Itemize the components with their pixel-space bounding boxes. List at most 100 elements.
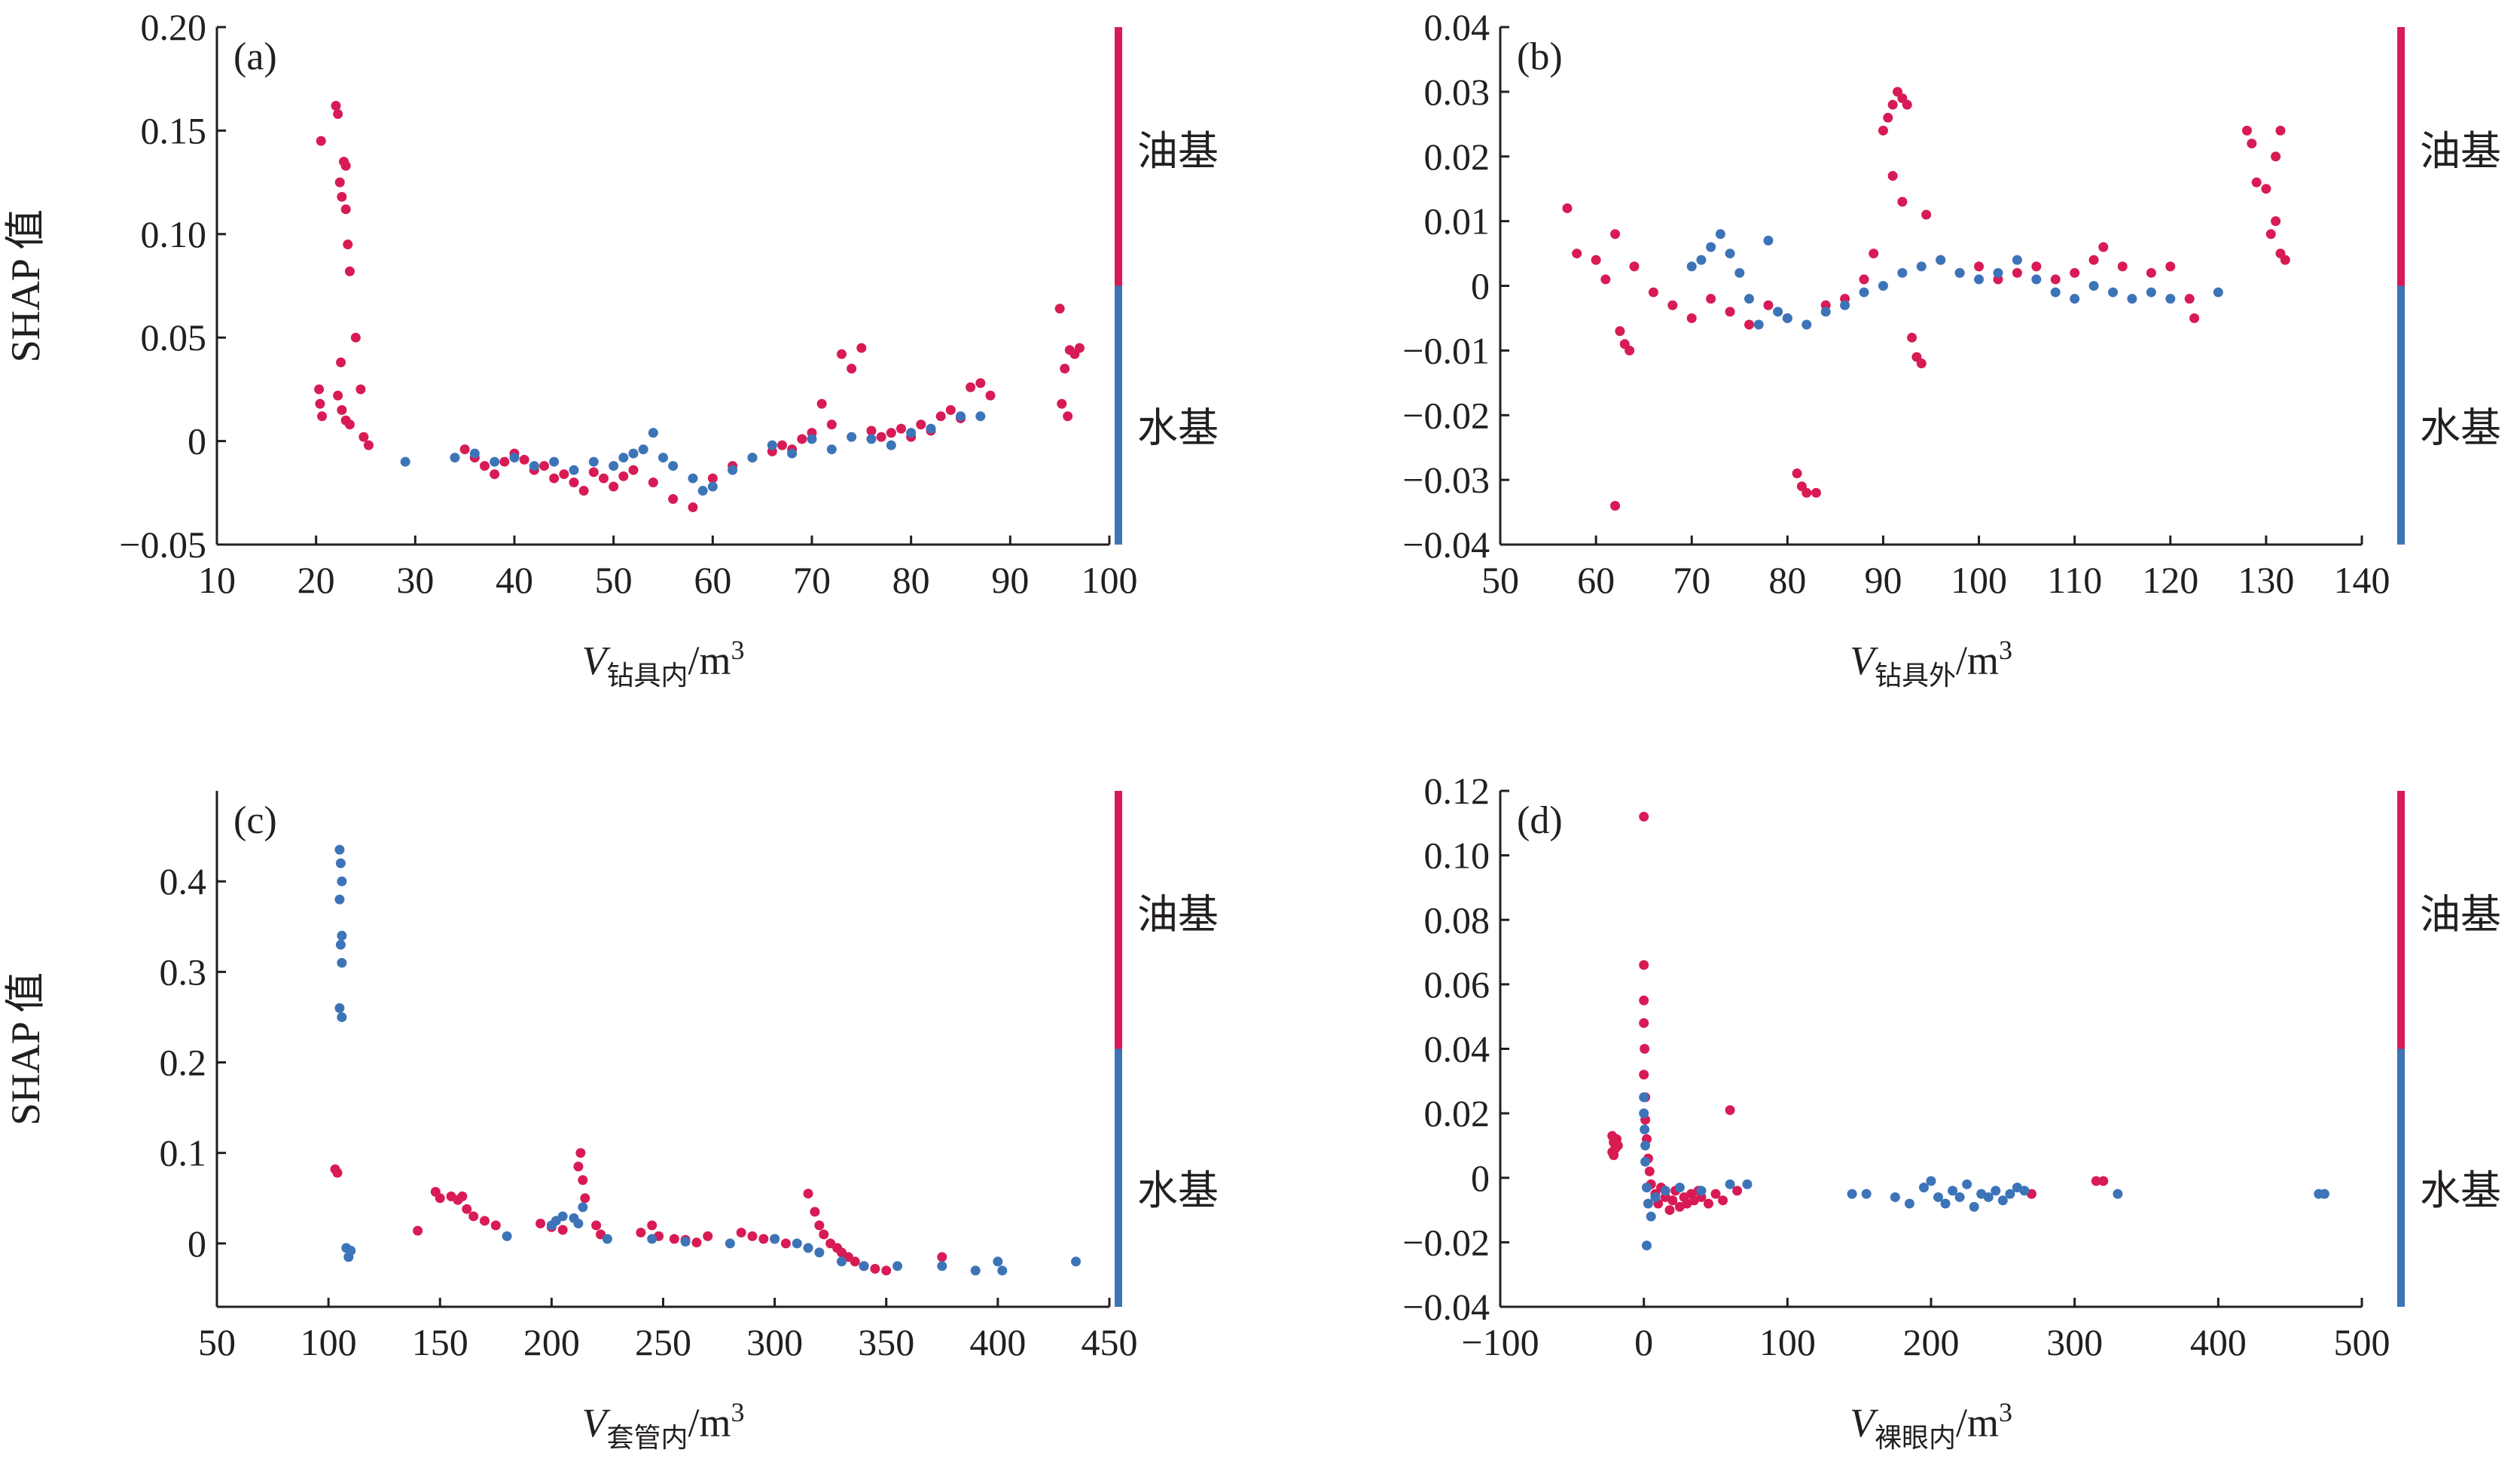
oil-point [1609,1150,1619,1161]
oil-point [736,1227,746,1238]
water-point [707,481,718,492]
water-point [1954,1192,1965,1202]
oil-point [707,473,718,484]
water-point [1993,267,2003,278]
oil-point [1887,171,1898,182]
water-point [628,448,639,459]
oil-point [569,478,579,488]
oil-point [580,1193,590,1204]
y-axis-label: SHAP 值 [3,209,48,363]
oil-point [648,478,658,488]
x-tick-label: 150 [412,1321,468,1363]
y-tick-label: −0.01 [1402,329,1490,371]
water-point [747,453,758,463]
oil-point [315,398,325,409]
water-point [2108,287,2119,298]
x-tick-label: 90 [1864,559,1902,601]
oil-point [1054,304,1065,314]
oil-point [837,349,847,359]
water-point [529,461,539,472]
oil-point [847,363,857,374]
oil-point [1615,326,1625,337]
water-point [1954,267,1965,278]
oil-point [1639,995,1649,1006]
y-tick-label: 0 [1471,1157,1490,1199]
water-point [1991,1186,2001,1196]
oil-point [850,1256,860,1267]
oil-point [1763,300,1774,310]
y-tick-label: 0.4 [160,860,207,902]
oil-point [2247,139,2257,149]
water-point [1962,1179,1972,1189]
water-point [2070,294,2080,304]
y-tick-label: 0.02 [1424,136,1490,178]
oil-point [1610,229,1621,240]
panel-a: 10 20 30 40 50 60 70 80 90 100 −0.05 0 0.05 0.10 0.15 0… [3,6,1219,691]
oil-point [1710,1189,1721,1199]
oil-point [490,1220,501,1231]
oil-point [519,454,529,465]
x-tick-label: −100 [1461,1321,1539,1363]
oil-point [1792,468,1802,479]
water-point [1782,313,1792,323]
water-point [400,456,410,467]
oil-point [499,456,510,467]
oil-point [355,384,366,395]
oil-point [1667,300,1678,310]
water-point [337,930,347,941]
oil-point [2031,261,2042,272]
legend-oil-bar [2397,791,2405,1049]
oil-point [1706,294,1716,304]
water-point [2127,294,2137,304]
oil-point [343,240,353,250]
y-tick-label: 0 [188,420,206,462]
oil-point [1664,1205,1675,1216]
oil-point [881,1265,892,1276]
oil-point [975,378,986,389]
oil-point [1639,1070,1649,1080]
water-point [814,1247,825,1258]
x-tick-label: 50 [1481,559,1519,601]
water-point [725,1238,735,1249]
water-point [1926,1176,1936,1186]
oil-point [1562,203,1573,213]
oil-point [1572,249,1582,259]
water-point [1696,255,1707,265]
water-point [2012,255,2022,265]
water-point [807,434,817,444]
x-tick-label: 100 [1951,559,2007,601]
water-point [334,894,345,905]
water-point [1940,1198,1951,1209]
water-point [1878,281,1888,291]
oil-point [747,1231,758,1241]
water-point [1715,229,1725,240]
x-tick-label: 250 [635,1321,691,1363]
oil-point [866,426,877,436]
water-point [1742,1179,1753,1189]
oil-point [599,473,609,484]
x-axis-label: V钻具内/m3 [581,635,744,691]
x-tick-label: 140 [2334,559,2390,601]
oil-point [1640,1044,1650,1054]
oil-point [2271,216,2281,227]
oil-point [413,1225,423,1236]
oil-point [2241,125,2252,136]
water-point [866,434,877,444]
panel-b: 50 60 70 80 90 100 110 120 130 140−0.04−0.03−0.02… [3,6,2501,691]
oil-point [337,404,347,415]
oil-point [1883,112,1893,123]
oil-point [2189,313,2200,323]
water-point [334,844,345,855]
water-point [557,1211,568,1222]
y-tick-label: −0.02 [1402,1221,1490,1263]
oil-point [331,100,341,111]
oil-point [336,357,346,368]
y-axis-label: SHAP 值 [3,972,48,1126]
oil-point [2261,184,2271,194]
oil-point [490,469,500,480]
oil-point [480,1216,490,1226]
oil-point [1686,313,1697,323]
water-point [926,423,936,434]
x-axis-label: V套管内/m3 [581,1397,744,1453]
water-point [2146,287,2156,298]
